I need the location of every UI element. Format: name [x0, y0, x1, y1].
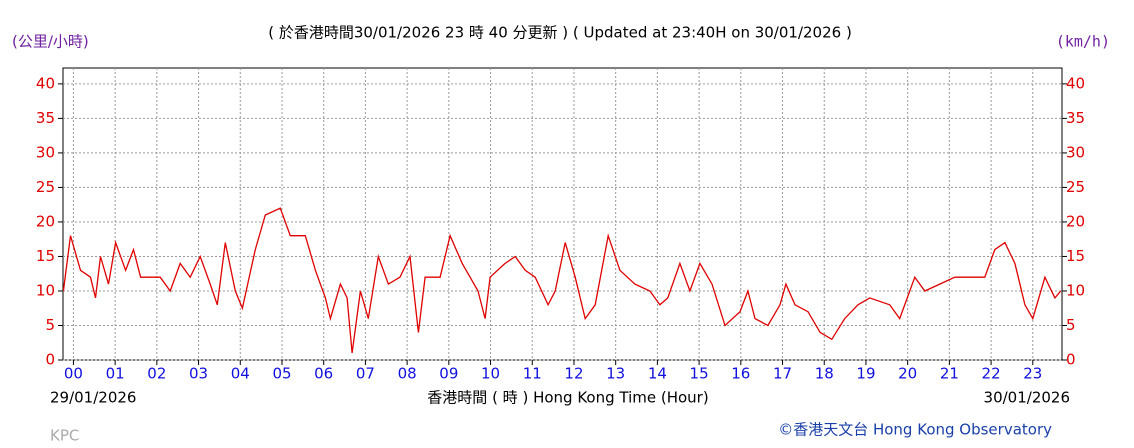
y-tick-label: 40 [36, 74, 55, 92]
y2-tick-label: 15 [1066, 247, 1085, 265]
x-tick-label: 17 [773, 365, 792, 383]
x-tick-label: 01 [106, 365, 125, 383]
x-tick-label: 19 [856, 365, 875, 383]
x-tick-label: 18 [815, 365, 834, 383]
x-tick-label: 15 [690, 365, 709, 383]
y-tick-label: 10 [36, 281, 55, 299]
plot-frame [62, 67, 1063, 361]
y-tick-label: 15 [36, 247, 55, 265]
x-tick-label: 05 [272, 365, 291, 383]
y-axis-label: (公里/小時) [12, 33, 89, 51]
x-axis-label: 香港時間 ( 時 ) Hong Kong Time (Hour) [427, 389, 708, 407]
y2-tick-label: 20 [1066, 212, 1085, 230]
x-tick-label: 11 [523, 365, 542, 383]
x-tick-label: 00 [64, 365, 83, 383]
x-tick-label: 06 [314, 365, 333, 383]
x-tick-label: 02 [147, 365, 166, 383]
y2-axis-label: (km/h) [1056, 33, 1110, 51]
x-tick-label: 10 [481, 365, 500, 383]
x-tick-label: 22 [982, 365, 1001, 383]
y2-tick-label: 0 [1066, 351, 1076, 369]
y-tick-label: 35 [36, 109, 55, 127]
x-tick-label: 13 [606, 365, 625, 383]
y-tick-label: 0 [45, 351, 55, 369]
start-date: 29/01/2026 [50, 389, 136, 407]
x-tick-label: 23 [1023, 365, 1042, 383]
y-tick-label: 25 [36, 178, 55, 196]
chart-title: ( 於香港時間30/01/2026 23 時 40 分更新 ) ( Update… [268, 24, 852, 42]
x-tick-label: 03 [189, 365, 208, 383]
x-tick-label: 04 [231, 365, 250, 383]
x-tick-label: 09 [439, 365, 458, 383]
x-tick-label: 14 [648, 365, 667, 383]
y-tick-label: 30 [36, 143, 55, 161]
x-tick-label: 08 [398, 365, 417, 383]
y-tick-label: 5 [45, 316, 55, 334]
x-tick-label: 12 [564, 365, 583, 383]
x-tick-label: 21 [940, 365, 959, 383]
y2-tick-label: 10 [1066, 281, 1085, 299]
y2-tick-label: 40 [1066, 74, 1085, 92]
y2-tick-label: 5 [1066, 316, 1076, 334]
y2-tick-label: 25 [1066, 178, 1085, 196]
y2-tick-label: 30 [1066, 143, 1085, 161]
wind-speed-line [62, 207, 1062, 354]
station-code: KPC [50, 427, 79, 445]
x-tick-label: 07 [356, 365, 375, 383]
end-date: 30/01/2026 [984, 389, 1070, 407]
credit: ©香港天文台 Hong Kong Observatory [778, 421, 1052, 439]
x-tick-label: 20 [898, 365, 917, 383]
x-tick-label: 16 [731, 365, 750, 383]
y-tick-label: 20 [36, 212, 55, 230]
y2-tick-label: 35 [1066, 109, 1085, 127]
